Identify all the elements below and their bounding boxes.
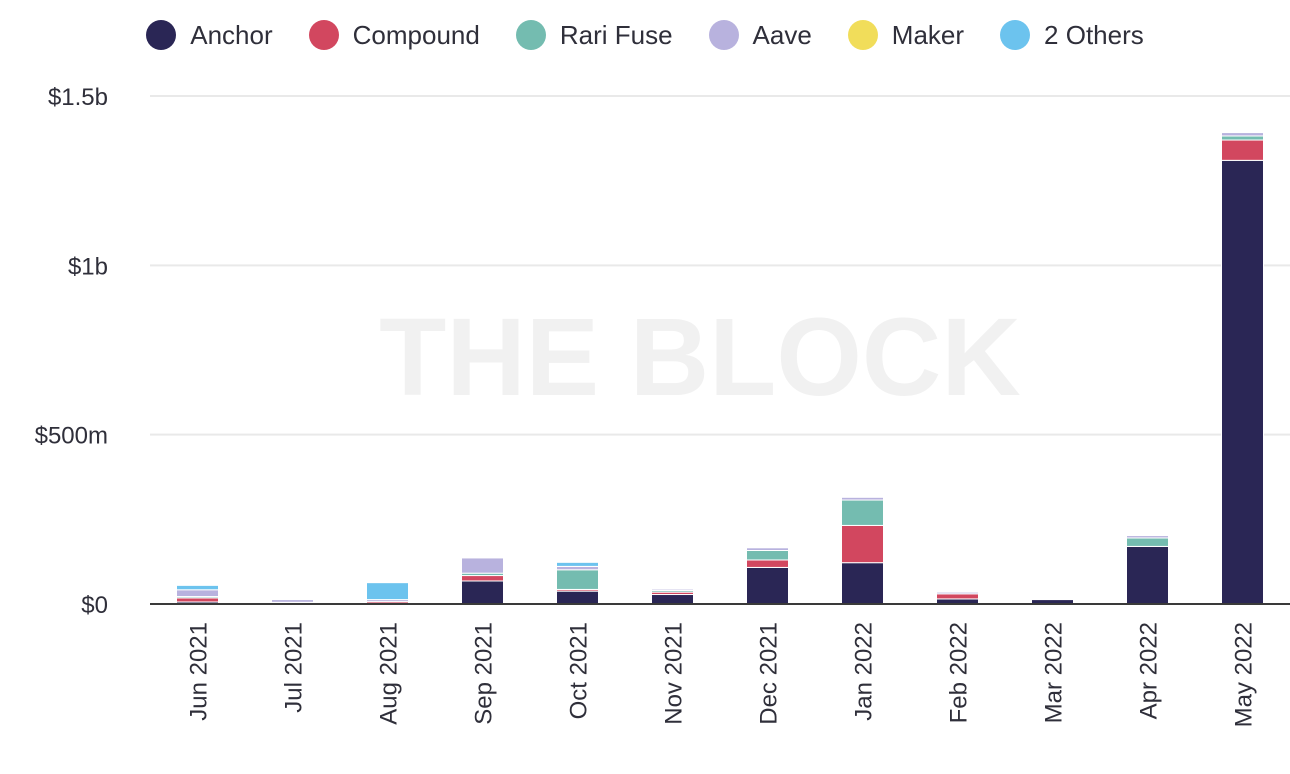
bar-aave-oct-2021[interactable] [556,565,599,571]
bar-2-others-jun-2021[interactable] [176,584,219,591]
bar-compound-jun-2021[interactable] [176,597,219,603]
legend-item-maker[interactable]: Maker [847,19,965,51]
y-tick-label: $1.5b [48,84,108,111]
bar-rari-fuse-jan-2022[interactable] [841,499,884,526]
y-tick-label: $0 [81,592,108,619]
x-axis-ticks: Jun 2021 Jul 2021 Aug 2021 Sep 2021 Oct 2021… [186,622,1258,727]
bar-compound-may-2022[interactable] [1221,139,1264,161]
x-tick-label: Oct 2021 [566,622,593,719]
x-tick-label: Sep 2021 [471,622,498,725]
y-tick-label: $1b [68,253,108,280]
bar-anchor-nov-2021[interactable] [651,594,694,605]
bar-anchor-oct-2021[interactable] [556,590,599,605]
bar-compound-dec-2021[interactable] [746,559,789,568]
bar-anchor-jan-2022[interactable] [841,562,884,605]
bar-compound-sep-2021[interactable] [461,575,504,582]
legend-label-rari-fuse: Rari Fuse [559,19,673,50]
bar-aave-nov-2021[interactable] [651,588,694,591]
bar-rari-fuse-oct-2021[interactable] [556,569,599,590]
bar-rari-fuse-apr-2022[interactable] [1126,537,1169,547]
bar-anchor-may-2022[interactable] [1221,159,1264,605]
x-tick-label: Jan 2022 [851,622,878,721]
bar-rari-fuse-may-2022[interactable] [1221,135,1264,141]
legend-swatch-aave [708,20,739,50]
x-tick-label: Jul 2021 [281,622,308,713]
legend-swatch-compound [308,20,339,50]
bar-2-others-oct-2021[interactable] [556,561,599,567]
bar-2-others-aug-2021[interactable] [366,582,409,601]
bar-rari-fuse-dec-2021[interactable] [746,549,789,561]
legend-swatch-rari-fuse [515,20,546,50]
y-axis-ticks: $0 $500m $1b $1.5b [35,84,108,619]
x-tick-label: Apr 2022 [1136,622,1163,719]
bar-compound-feb-2022[interactable] [936,593,979,600]
watermark: THE BLOCK [379,296,1021,419]
bar-aave-jul-2021[interactable] [271,599,314,603]
legend-label-aave: Aave [752,19,812,50]
legend-label-anchor: Anchor [190,19,273,50]
x-tick-label: Feb 2022 [946,622,973,723]
bar-aave-dec-2021[interactable] [746,547,789,551]
legend-label-maker: Maker [891,19,965,50]
legend-swatch-maker [847,20,878,50]
legend-item-aave[interactable]: Aave [708,19,812,51]
bars [176,132,1264,605]
y-tick-label: $500m [35,423,108,450]
bar-anchor-dec-2021[interactable] [746,566,789,605]
bar-aave-may-2022[interactable] [1221,132,1264,137]
x-tick-label: Dec 2021 [756,622,783,725]
chart-legend: Anchor Compound Rari Fuse Aave Maker 2 Others [0,14,1290,56]
legend-swatch-2-others [1000,20,1031,50]
legend-item-anchor[interactable]: Anchor [146,19,273,51]
legend-item-2-others[interactable]: 2 Others [1000,20,1144,51]
bar-aave-jan-2022[interactable] [841,496,884,501]
bar-anchor-apr-2022[interactable] [1126,545,1169,605]
bar-compound-jan-2022[interactable] [841,524,884,564]
bar-aave-feb-2022[interactable] [936,591,979,595]
legend-label-compound: Compound [352,19,480,50]
grid-lines [150,95,1290,436]
legend-swatch-anchor [146,20,177,50]
x-tick-label: Aug 2021 [376,622,403,725]
x-tick-label: Nov 2021 [661,622,688,725]
x-tick-label: Mar 2022 [1041,622,1068,723]
legend-label-2-others: 2 Others [1044,19,1144,50]
bar-aave-sep-2021[interactable] [461,557,504,574]
legend-item-compound[interactable]: Compound [308,19,480,51]
x-tick-label: May 2022 [1231,622,1258,727]
x-tick-label: Jun 2021 [186,622,213,721]
bar-anchor-sep-2021[interactable] [461,580,504,605]
bar-aave-jun-2021[interactable] [176,589,219,598]
legend-item-rari-fuse[interactable]: Rari Fuse [515,19,673,51]
bar-aave-apr-2022[interactable] [1126,535,1169,539]
